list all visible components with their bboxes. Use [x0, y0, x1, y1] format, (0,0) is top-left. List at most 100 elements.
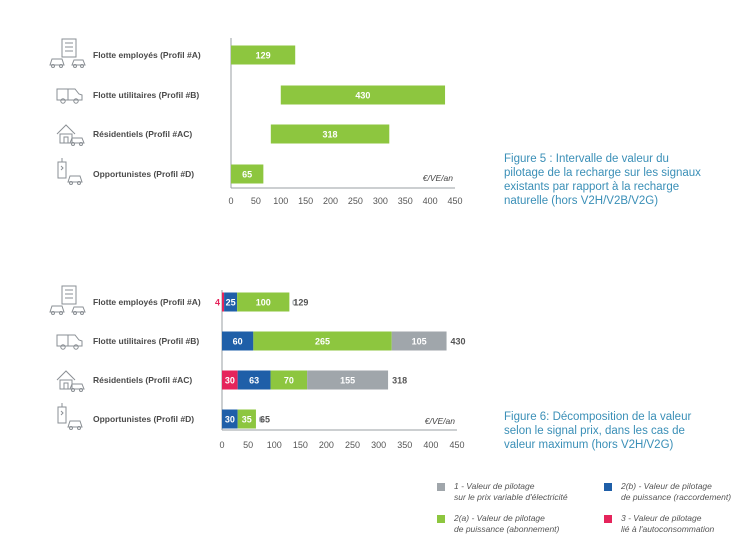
category-label: Résidentiels (Profil #AC) — [93, 375, 192, 385]
unit-label: €/VE/an — [425, 416, 456, 426]
x-tick-label: 0 — [228, 196, 233, 206]
x-tick-label: 0 — [219, 440, 224, 450]
segment-value-label: 60 — [233, 337, 243, 347]
x-tick-label: 350 — [398, 196, 413, 206]
segment-bar — [237, 292, 290, 312]
range-value-label: 430 — [355, 91, 370, 101]
legend-swatch — [437, 483, 445, 491]
x-tick-label: 200 — [323, 196, 338, 206]
segment-value-label: 35 — [242, 415, 252, 425]
segment-value-label: 70 — [284, 376, 294, 386]
legend-line: sur le prix variable d'électricité — [454, 492, 568, 502]
range-bar — [231, 164, 264, 184]
range-value-label: 65 — [242, 170, 252, 180]
figure-6-caption-line: Figure 6: Décomposition de la valeur — [504, 411, 692, 423]
charging-car-icon — [57, 403, 83, 430]
building-cars-icon — [49, 285, 86, 315]
segment-bar — [222, 292, 225, 312]
van-icon — [56, 88, 83, 104]
x-tick-label: 400 — [423, 440, 438, 450]
segment-bar — [253, 331, 392, 351]
segment-bar — [222, 370, 238, 390]
total-value-label: 430 — [451, 337, 466, 347]
x-tick-label: 350 — [397, 440, 412, 450]
legend-line: lié à l'autoconsommation — [621, 524, 715, 534]
house-car-icon — [56, 370, 85, 392]
x-tick-label: 300 — [373, 196, 388, 206]
legend-line: 3 - Valeur de pilotage — [621, 513, 702, 523]
segment-value-label: 4 — [215, 298, 220, 308]
segment-bar — [237, 409, 256, 429]
segment-value-label: 105 — [412, 337, 427, 347]
x-tick-label: 100 — [273, 196, 288, 206]
van-icon — [56, 334, 83, 350]
segment-value-label: 63 — [249, 376, 259, 386]
segment-bar — [222, 331, 254, 351]
category-label: Flotte employés (Profil #A) — [93, 50, 201, 60]
range-value-label: 318 — [323, 130, 338, 140]
segment-value-label: 25 — [226, 298, 236, 308]
legend-line: 2(a) - Valeur de pilotage — [454, 513, 545, 523]
category-label: Flotte utilitaires (Profil #B) — [93, 90, 199, 100]
figure-5-caption: Figure 5 : Intervalle de valeur du pilot… — [504, 152, 701, 208]
house-car-icon — [56, 124, 85, 146]
zero-value-label: 0 — [259, 416, 264, 425]
unit-label: €/VE/an — [423, 173, 454, 183]
x-tick-label: 50 — [251, 196, 261, 206]
legend-swatch — [604, 515, 612, 523]
x-tick-label: 450 — [447, 196, 462, 206]
charging-car-icon — [57, 158, 83, 185]
legend-line: 1 - Valeur de pilotage — [454, 481, 535, 491]
range-bar — [280, 85, 446, 105]
x-tick-label: 150 — [298, 196, 313, 206]
legend-line: de puissance (raccordement) — [621, 492, 732, 502]
zero-value-label: 0 — [292, 299, 297, 308]
x-tick-label: 250 — [348, 196, 363, 206]
segment-bar — [222, 409, 238, 429]
segment-bar — [307, 370, 389, 390]
range-value-label: 129 — [256, 51, 271, 61]
range-bar — [270, 124, 390, 144]
category-label: Opportunistes (Profil #D) — [93, 169, 194, 179]
segment-value-label: 265 — [315, 337, 330, 347]
range-bar — [231, 45, 296, 65]
figure-5-caption-line: Figure 5 : Intervalle de valeur du — [504, 153, 669, 165]
figure-6-caption: Figure 6: Décomposition de la valeur sel… — [504, 410, 691, 452]
total-value-label: 318 — [392, 376, 407, 386]
figure-6-caption-line: selon le signal prix, dans les cas de — [504, 425, 685, 437]
figure-5-caption-line: existants par rapport à la recharge — [504, 181, 680, 193]
total-value-label: 129 — [293, 298, 308, 308]
segment-value-label: 30 — [225, 415, 235, 425]
segment-bar — [270, 370, 308, 390]
x-tick-label: 50 — [243, 440, 253, 450]
legend-label: 2(a) - Valeur de pilotage de puissance (… — [454, 513, 559, 535]
category-label: Flotte utilitaires (Profil #B) — [93, 336, 199, 346]
figure-5-caption-line: pilotage de la recharge sur les signaux — [504, 167, 701, 179]
segment-value-label: 155 — [340, 376, 355, 386]
x-tick-label: 150 — [293, 440, 308, 450]
category-label: Opportunistes (Profil #D) — [93, 414, 194, 424]
x-tick-label: 300 — [371, 440, 386, 450]
figure-6-caption-line: valeur maximum (hors V2H/V2G) — [504, 439, 674, 451]
x-tick-label: 450 — [449, 440, 464, 450]
segment-bar — [237, 370, 271, 390]
segment-bar — [391, 331, 447, 351]
segment-bar — [224, 292, 238, 312]
category-label: Résidentiels (Profil #AC) — [93, 129, 192, 139]
segment-value-label: 30 — [225, 376, 235, 386]
figure-5-caption-line: naturelle (hors V2H/V2B/V2G) — [504, 195, 659, 207]
total-value-label: 65 — [260, 415, 270, 425]
x-tick-label: 400 — [423, 196, 438, 206]
x-tick-label: 200 — [319, 440, 334, 450]
legend-swatch — [437, 515, 445, 523]
legend-line: 2(b) - Valeur de pilotage — [621, 481, 712, 491]
category-label: Flotte employés (Profil #A) — [93, 297, 201, 307]
legend-line: de puissance (abonnement) — [454, 524, 560, 534]
x-tick-label: 100 — [267, 440, 282, 450]
legend-label: 2(b) - Valeur de pilotage de puissance (… — [621, 481, 731, 503]
legend-swatch — [604, 483, 612, 491]
legend-label: 3 - Valeur de pilotage lié à l'autoconso… — [621, 513, 714, 535]
segment-value-label: 100 — [256, 298, 271, 308]
